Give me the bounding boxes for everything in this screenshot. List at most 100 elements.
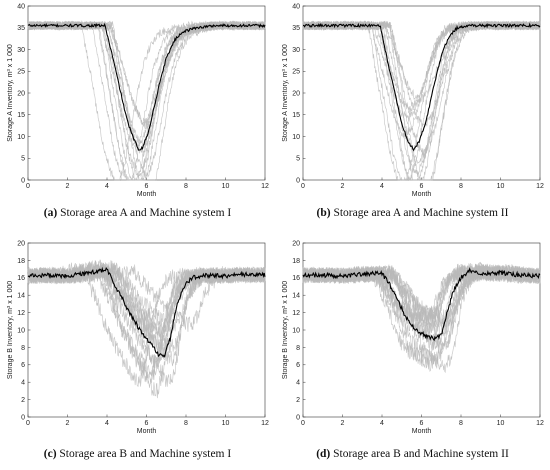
y-tick-label: 2	[296, 397, 300, 404]
simulation-line	[302, 20, 541, 181]
x-tick-label: 2	[66, 183, 70, 190]
y-tick-label: 18	[17, 258, 25, 265]
y-tick-label: 10	[17, 134, 25, 141]
chart-panel-c: 0 2 4 6 8 10 12 0 2 4 6 8 10 12 14 16 18 20 Month Storage B…	[0, 237, 275, 470]
y-tick-label: 8	[296, 345, 300, 352]
x-tick-label: 10	[497, 183, 505, 190]
x-tick-label: 6	[420, 420, 424, 427]
x-tick-label: 8	[184, 183, 188, 190]
x-tick-label: 12	[261, 420, 269, 427]
y-tick-label: 4	[296, 380, 300, 387]
caption-b: (b) Storage area A and Machine system II	[275, 207, 550, 219]
y-tick-label: 10	[17, 327, 25, 334]
chart-svg-d: 0 2 4 6 8 10 12 0 2 4 6 8 10 12 14 16 18 20 Month Storage B…	[282, 240, 544, 435]
x-tick-label: 12	[536, 183, 544, 190]
simulation-lines	[27, 259, 266, 399]
chart-panel-a: 0 2 4 6 8 10 12 0 5 10 15 20 25 30 35 40 Month Storage A …	[0, 0, 275, 233]
caption-c: (c) Storage area B and Machine system I	[0, 448, 275, 460]
mean-line	[302, 22, 541, 152]
x-tick-label: 8	[459, 183, 463, 190]
x-axis-label: Month	[412, 191, 432, 198]
simulation-line	[27, 262, 266, 387]
x-tick-label: 2	[341, 420, 345, 427]
y-axis-label: Storage A Inventory, m³ x 1 000	[282, 44, 289, 142]
caption-d-letter: (d)	[316, 448, 331, 460]
y-tick-label: 16	[292, 275, 300, 282]
y-tick-label: 35	[17, 25, 25, 32]
x-tick-label: 0	[301, 183, 305, 190]
caption-d-text: Storage area B and Machine system II	[333, 448, 509, 460]
x-tick-label: 8	[459, 420, 463, 427]
y-tick-label: 20	[17, 90, 25, 97]
x-tick-label: 4	[105, 420, 109, 427]
mean-line	[27, 22, 266, 151]
caption-a-text: Storage area A and Machine system I	[60, 207, 232, 219]
y-axis-label: Storage B Inventory, m³ x 1 000	[7, 281, 14, 379]
chart-svg-a: 0 2 4 6 8 10 12 0 5 10 15 20 25 30 35 40 Month Storage A …	[7, 3, 269, 198]
simulation-lines	[302, 261, 541, 374]
y-tick-label: 5	[296, 156, 300, 163]
y-tick-label: 0	[296, 177, 300, 184]
simulation-line	[27, 20, 266, 181]
caption-c-text: Storage area B and Machine system I	[59, 448, 232, 460]
y-axis-label: Storage B Inventory, m³ x 1 000	[282, 281, 289, 379]
x-tick-label: 6	[145, 183, 149, 190]
y-tick-label: 8	[21, 345, 25, 352]
y-axis-label: Storage A Inventory, m³ x 1 000	[7, 44, 14, 142]
y-tick-label: 35	[292, 25, 300, 32]
y-tick-label: 15	[292, 112, 300, 119]
caption-a-letter: (a)	[43, 207, 58, 219]
y-tick-label: 20	[292, 90, 300, 97]
chart-svg-b: 0 2 4 6 8 10 12 0 5 10 15 20 25 30 35 40 Month Storage A …	[282, 3, 544, 198]
plot-frame	[27, 5, 266, 181]
y-tick-label: 12	[292, 310, 300, 317]
caption-b-letter: (b)	[316, 207, 331, 219]
mean-line	[302, 267, 541, 342]
y-tick-label: 40	[292, 3, 300, 10]
x-tick-label: 0	[301, 420, 305, 427]
y-tick-label: 2	[21, 397, 25, 404]
x-tick-label: 4	[380, 420, 384, 427]
x-tick-label: 2	[66, 420, 70, 427]
x-axis-label: Month	[412, 428, 432, 435]
x-tick-label: 10	[222, 420, 230, 427]
y-tick-label: 14	[292, 293, 300, 300]
y-tick-label: 30	[292, 47, 300, 54]
y-tick-label: 4	[21, 380, 25, 387]
x-tick-label: 0	[26, 183, 30, 190]
y-tick-label: 40	[17, 3, 25, 10]
y-tick-label: 0	[296, 414, 300, 421]
x-tick-label: 6	[145, 420, 149, 427]
y-tick-label: 0	[21, 177, 25, 184]
y-tick-label: 16	[17, 275, 25, 282]
y-tick-label: 20	[17, 240, 25, 247]
x-tick-label: 10	[497, 420, 505, 427]
caption-c-letter: (c)	[43, 448, 57, 460]
y-tick-label: 12	[17, 310, 25, 317]
x-axis-label: Month	[137, 191, 157, 198]
x-tick-label: 4	[105, 183, 109, 190]
y-tick-label: 20	[292, 240, 300, 247]
chart-panel-d: 0 2 4 6 8 10 12 0 2 4 6 8 10 12 14 16 18 20 Month Storage B…	[275, 237, 550, 470]
caption-a: (a) Storage area A and Machine system I	[0, 207, 275, 219]
y-tick-label: 14	[17, 293, 25, 300]
y-tick-label: 25	[17, 69, 25, 76]
y-tick-label: 10	[292, 134, 300, 141]
chart-svg-c: 0 2 4 6 8 10 12 0 2 4 6 8 10 12 14 16 18 20 Month Storage B…	[7, 240, 269, 435]
x-tick-label: 0	[26, 420, 30, 427]
y-tick-label: 15	[17, 112, 25, 119]
x-tick-label: 4	[380, 183, 384, 190]
simulation-line	[302, 264, 541, 351]
x-tick-label: 8	[184, 420, 188, 427]
caption-d: (d) Storage area B and Machine system II	[275, 448, 550, 460]
x-axis-label: Month	[137, 428, 157, 435]
y-tick-label: 5	[21, 156, 25, 163]
y-tick-label: 30	[17, 47, 25, 54]
y-tick-label: 6	[296, 362, 300, 369]
y-tick-label: 0	[21, 414, 25, 421]
caption-b-text: Storage area A and Machine system II	[333, 207, 509, 219]
mean-line	[27, 266, 266, 359]
x-tick-label: 2	[341, 183, 345, 190]
y-tick-label: 6	[21, 362, 25, 369]
x-tick-label: 10	[222, 183, 230, 190]
